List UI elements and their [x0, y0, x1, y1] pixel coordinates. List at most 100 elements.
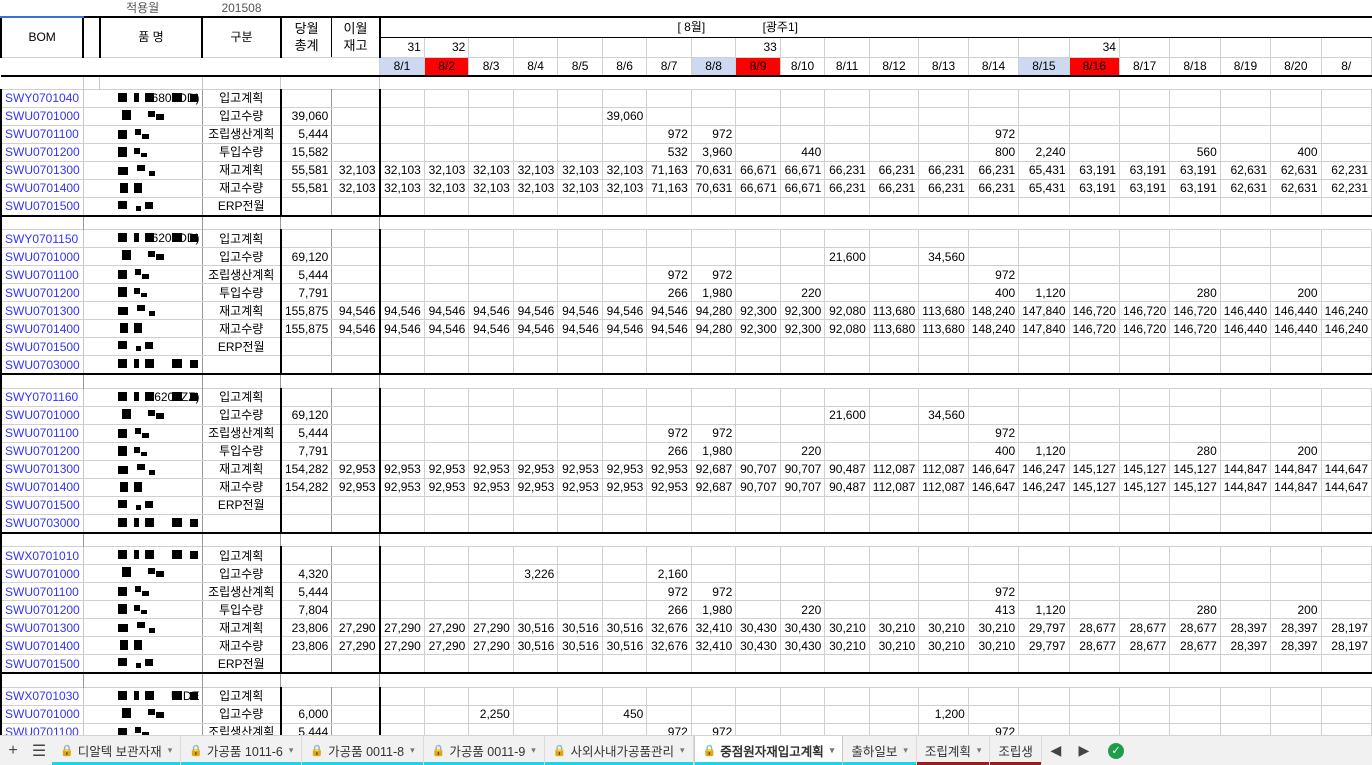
- day-value-cell[interactable]: [1068, 495, 1120, 515]
- bom-code-cell[interactable]: SWU0701200: [0, 283, 84, 302]
- mark-cell[interactable]: [83, 582, 100, 601]
- bom-code-cell[interactable]: SWU0701100: [0, 124, 84, 144]
- product-name-cell[interactable]: 6206ZZ): [99, 387, 203, 407]
- day-value-cell[interactable]: 32,103: [512, 178, 559, 198]
- day-value-cell[interactable]: [557, 405, 603, 425]
- bom-code-cell[interactable]: SWU0701100: [0, 423, 84, 443]
- day-value-cell[interactable]: [379, 704, 425, 724]
- day-value-cell[interactable]: [735, 564, 781, 583]
- day-value-cell[interactable]: [379, 495, 425, 515]
- product-name-cell[interactable]: [99, 564, 203, 583]
- day-value-cell[interactable]: [1270, 387, 1322, 407]
- day-value-cell[interactable]: 66,671: [735, 160, 781, 180]
- day-value-cell[interactable]: 28,397: [1219, 618, 1272, 637]
- day-value-cell[interactable]: [918, 265, 969, 284]
- day-value-cell[interactable]: [646, 654, 692, 674]
- day-value-cell[interactable]: [1018, 247, 1070, 266]
- day-value-cell[interactable]: 972: [690, 124, 737, 144]
- data-row[interactable]: SWU0701200 투입수량 15,582 532 3,960 440 800 2,240 5…: [0, 142, 1372, 162]
- day-value-cell[interactable]: [779, 686, 826, 706]
- day-value-cell[interactable]: [735, 387, 781, 407]
- day-value-cell[interactable]: [735, 229, 781, 248]
- day-value-cell[interactable]: [646, 337, 692, 356]
- day-value-cell[interactable]: [557, 337, 603, 356]
- day-value-cell[interactable]: 32,676: [646, 618, 692, 637]
- day-value-cell[interactable]: [379, 196, 425, 216]
- carryover-stock-cell[interactable]: [331, 722, 381, 735]
- day-value-cell[interactable]: [779, 337, 826, 356]
- product-name-cell[interactable]: [99, 160, 203, 180]
- day-value-cell[interactable]: [1068, 423, 1120, 443]
- day-value-cell[interactable]: [824, 722, 870, 735]
- day-value-cell[interactable]: [1118, 387, 1171, 407]
- day-value-cell[interactable]: [1068, 142, 1120, 162]
- day-value-cell[interactable]: 972: [690, 582, 737, 601]
- day-value-cell[interactable]: 32,410: [690, 636, 737, 655]
- day-value-cell[interactable]: [557, 106, 603, 126]
- day-value-cell[interactable]: 92,687: [690, 477, 737, 497]
- day-value-cell[interactable]: [423, 355, 470, 375]
- day-value-cell[interactable]: [824, 337, 870, 356]
- day-value-cell[interactable]: [1118, 265, 1171, 284]
- day-value-cell[interactable]: [1118, 722, 1171, 735]
- day-value-cell[interactable]: [868, 337, 920, 356]
- day-value-cell[interactable]: [379, 654, 425, 674]
- day-value-cell[interactable]: 62,631: [1270, 178, 1322, 198]
- sheet-tabs[interactable]: 🔒 디알텍 보관자재 ▾ 🔒 가공품 1011-6 ▾ 🔒 가공품 0011-8 ▾ 🔒 가공품 0…: [52, 736, 1042, 765]
- day-value-cell[interactable]: 146,720: [1068, 319, 1120, 338]
- day-value-cell[interactable]: [1270, 546, 1322, 565]
- carryover-stock-cell[interactable]: [331, 387, 381, 407]
- day-value-cell[interactable]: 92,953: [512, 477, 559, 497]
- data-row[interactable]: SWX0701010 입고계획: [0, 546, 1372, 565]
- row-type-cell[interactable]: [201, 355, 282, 375]
- month-total-cell[interactable]: 5,444: [280, 423, 333, 443]
- day-value-cell[interactable]: [967, 88, 1020, 108]
- day-value-cell[interactable]: [824, 283, 870, 302]
- month-total-cell[interactable]: [280, 88, 333, 108]
- mark-cell[interactable]: [83, 229, 100, 248]
- day-value-cell[interactable]: [690, 564, 737, 583]
- day-value-cell[interactable]: [379, 722, 425, 735]
- day-value-cell[interactable]: 972: [690, 722, 737, 735]
- sheet-tab-bar[interactable]: + ☰ 🔒 디알텍 보관자재 ▾ 🔒 가공품 1011-6 ▾ 🔒 가공품 0011-8 ▾ 🔒 가…: [0, 735, 1372, 765]
- bom-code-cell[interactable]: SWU0701500: [0, 654, 84, 674]
- day-value-cell[interactable]: [1320, 423, 1372, 443]
- day-value-cell[interactable]: [1219, 654, 1272, 674]
- day-value-cell[interactable]: 66,231: [868, 160, 920, 180]
- day-value-cell[interactable]: 92,953: [379, 459, 425, 479]
- day-value-cell[interactable]: [1018, 265, 1070, 284]
- date-header-8-4[interactable]: 8/4: [512, 56, 559, 77]
- product-name-cell[interactable]: [99, 441, 203, 461]
- month-total-cell[interactable]: [280, 196, 333, 216]
- day-value-cell[interactable]: [1219, 546, 1272, 565]
- day-value-cell[interactable]: [423, 405, 470, 425]
- day-value-cell[interactable]: [1018, 564, 1070, 583]
- day-value-cell[interactable]: [918, 686, 969, 706]
- day-value-cell[interactable]: 92,953: [379, 477, 425, 497]
- day-value-cell[interactable]: [1018, 704, 1070, 724]
- day-value-cell[interactable]: [601, 247, 648, 266]
- day-value-cell[interactable]: [557, 196, 603, 216]
- day-value-cell[interactable]: [779, 229, 826, 248]
- month-total-cell[interactable]: 5,444: [280, 265, 333, 284]
- day-value-cell[interactable]: [1320, 196, 1372, 216]
- day-value-cell[interactable]: 71,163: [646, 160, 692, 180]
- month-total-cell[interactable]: [280, 654, 333, 674]
- day-value-cell[interactable]: 146,240: [1320, 301, 1372, 320]
- data-row[interactable]: SWU0701100 조립생산계획 5,444 972 972 972: [0, 124, 1372, 144]
- day-value-cell[interactable]: [512, 283, 559, 302]
- day-value-cell[interactable]: [423, 441, 470, 461]
- day-value-cell[interactable]: [1068, 106, 1120, 126]
- day-value-cell[interactable]: [1118, 405, 1171, 425]
- day-value-cell[interactable]: [735, 247, 781, 266]
- day-value-cell[interactable]: [379, 88, 425, 108]
- day-value-cell[interactable]: [824, 654, 870, 674]
- day-value-cell[interactable]: [1068, 405, 1120, 425]
- day-value-cell[interactable]: 92,953: [468, 459, 514, 479]
- data-row[interactable]: SWY0701040 6802DD) 입고계획: [0, 88, 1372, 108]
- day-value-cell[interactable]: [868, 582, 920, 601]
- day-value-cell[interactable]: [557, 600, 603, 619]
- chevron-down-icon[interactable]: ▾: [903, 745, 908, 755]
- day-value-cell[interactable]: [1219, 196, 1272, 216]
- mark-cell[interactable]: [83, 196, 100, 216]
